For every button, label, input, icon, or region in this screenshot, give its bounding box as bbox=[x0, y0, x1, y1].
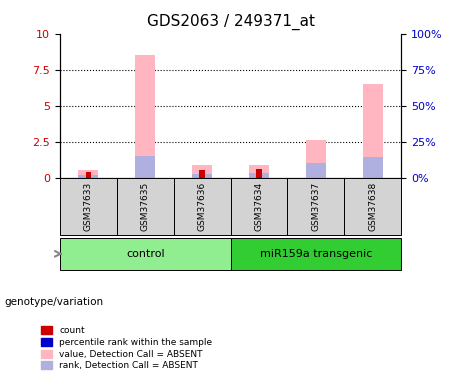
Text: control: control bbox=[126, 249, 165, 259]
Text: genotype/variation: genotype/variation bbox=[5, 297, 104, 307]
Bar bbox=[86, 172, 91, 177]
FancyBboxPatch shape bbox=[174, 177, 230, 235]
Bar bbox=[306, 163, 326, 177]
FancyBboxPatch shape bbox=[344, 177, 401, 235]
Text: miR159a transgenic: miR159a transgenic bbox=[260, 249, 372, 259]
Text: GSM37636: GSM37636 bbox=[198, 182, 207, 231]
Bar bbox=[135, 56, 155, 177]
FancyBboxPatch shape bbox=[60, 238, 230, 270]
Text: GSM37634: GSM37634 bbox=[254, 182, 263, 231]
Bar bbox=[249, 165, 269, 177]
Title: GDS2063 / 249371_at: GDS2063 / 249371_at bbox=[147, 13, 314, 30]
FancyBboxPatch shape bbox=[230, 177, 287, 235]
Bar bbox=[256, 169, 262, 177]
FancyBboxPatch shape bbox=[60, 177, 117, 235]
Bar bbox=[192, 165, 212, 177]
Bar bbox=[78, 176, 98, 177]
Bar bbox=[249, 173, 269, 177]
Bar bbox=[192, 174, 212, 177]
Bar bbox=[78, 170, 98, 177]
Text: GSM37637: GSM37637 bbox=[311, 182, 320, 231]
Text: GSM37633: GSM37633 bbox=[84, 182, 93, 231]
Bar bbox=[363, 84, 383, 177]
Bar bbox=[199, 170, 205, 177]
Text: GSM37638: GSM37638 bbox=[368, 182, 377, 231]
FancyBboxPatch shape bbox=[117, 177, 174, 235]
FancyBboxPatch shape bbox=[230, 238, 401, 270]
Text: GSM37635: GSM37635 bbox=[141, 182, 150, 231]
Legend: count, percentile rank within the sample, value, Detection Call = ABSENT, rank, : count, percentile rank within the sample… bbox=[41, 326, 213, 370]
FancyBboxPatch shape bbox=[287, 177, 344, 235]
Bar bbox=[306, 140, 326, 177]
Bar bbox=[363, 158, 383, 177]
Bar bbox=[135, 156, 155, 177]
